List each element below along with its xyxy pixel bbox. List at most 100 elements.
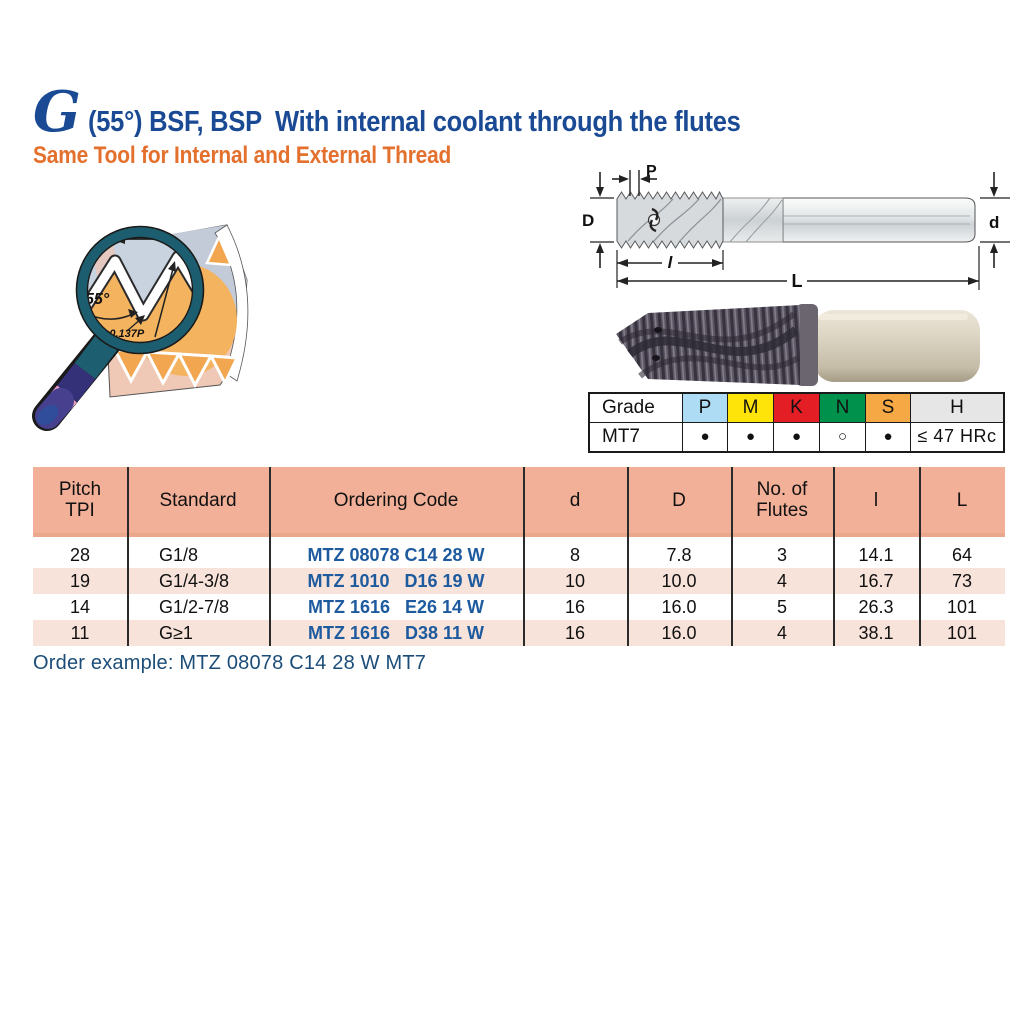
cell-ordering-code: MTZ 08078 C14 28 W (307, 544, 485, 565)
magnifier-handle-navy (56, 362, 96, 403)
cell-standard: G≥1 (159, 622, 193, 643)
tool-photo (616, 304, 980, 386)
cell-d: 8 (569, 544, 580, 565)
magnifier-ring-outer-edge (75, 225, 205, 355)
dim-label-shank-dia: d (989, 213, 999, 232)
grade-mark-p: ● (683, 422, 728, 451)
cell-flutes: 4 (776, 570, 787, 591)
spec-table-header: Pitch TPI Standard Ordering Code d D No.… (33, 467, 1005, 537)
drawing-flutes (722, 197, 784, 243)
dim-arrow (617, 259, 628, 267)
dim-arrow (968, 277, 979, 285)
dim-arrow (617, 277, 628, 285)
col-header-L: L (956, 489, 968, 511)
column-divider (127, 467, 129, 646)
cell-L: 101 (946, 596, 978, 617)
grade-mark-m: ● (728, 422, 774, 451)
grade-name: MT7 (590, 422, 683, 451)
dim-label-cut-length: l (668, 253, 674, 272)
dim-label-overall-length: L (792, 271, 803, 291)
coolant-hole-icon (649, 219, 657, 233)
magnifier-ring (77, 227, 203, 353)
cell-L: 73 (951, 570, 973, 591)
photo-flute (638, 355, 800, 379)
photo-flute (627, 326, 799, 358)
dim-arrow (596, 243, 604, 253)
dim-label-major-dia: D (582, 211, 594, 230)
column-divider (731, 467, 733, 646)
grade-table-header-h: H (911, 394, 1003, 423)
cell-D: 16.0 (661, 596, 697, 617)
cell-pitch: 28 (69, 544, 91, 565)
page-title: G (55°) BSF, BSP With internal coolant th… (33, 84, 829, 140)
cell-L: 64 (951, 544, 973, 565)
drawing-threads (616, 190, 724, 250)
grade-hardness-value: ≤ 47 HRc (917, 426, 997, 447)
column-divider (627, 467, 629, 646)
flute-line (745, 199, 783, 243)
cell-pitch: 14 (69, 596, 91, 617)
col-header-ordering-code: Ordering Code (333, 489, 459, 511)
photo-shank-highlight (818, 314, 968, 320)
page-title-text: (55°) BSF, BSP With internal coolant thr… (87, 106, 741, 138)
coolant-hole-icon (651, 207, 659, 221)
tool-dimension-drawing: P D d l L (582, 163, 1010, 291)
grade-table-header-p: P (683, 394, 728, 423)
photo-coolant-hole (652, 355, 660, 361)
column-divider (523, 467, 525, 646)
column-divider (919, 467, 921, 646)
cell-standard: G1/4-3/8 (159, 570, 230, 591)
flute-line (679, 198, 722, 242)
table-row: 28 G1/8 MTZ 08078 C14 28 W 8 7.8 3 14.1 … (33, 542, 1005, 568)
cell-L: 101 (946, 622, 978, 643)
col-header-standard: Standard (159, 489, 237, 511)
table-row: 11 G≥1 MTZ 1616 D38 11 W 16 16.0 4 38.1 … (33, 620, 1005, 646)
cell-pitch: 11 (70, 622, 90, 643)
column-divider (833, 467, 835, 646)
photo-shank (814, 310, 980, 382)
cell-flutes: 3 (776, 544, 787, 565)
cell-d: 16 (564, 622, 586, 643)
dim-arrow (990, 187, 998, 197)
cell-standard: G1/2-7/8 (159, 596, 230, 617)
photo-flute (618, 311, 796, 345)
cell-d: 10 (564, 570, 586, 591)
thread-tooth (205, 233, 233, 267)
flute-line (653, 198, 700, 242)
cell-ordering-code: MTZ 1616 D38 11 W (307, 622, 485, 643)
col-header-l: l (873, 489, 879, 511)
col-header-d: d (569, 489, 581, 511)
thread-tooth (208, 354, 240, 387)
cell-l: 38.1 (858, 622, 894, 643)
flute-line (729, 197, 771, 243)
cell-l: 26.3 (858, 596, 894, 617)
thread-tooth (144, 350, 182, 387)
grade-table-header-s: S (866, 394, 911, 423)
grade-table-header-n: N (820, 394, 866, 423)
dim-label-bg (662, 252, 678, 271)
magnifier-handle-tip (37, 405, 59, 425)
spec-table: Pitch TPI Standard Ordering Code d D No.… (33, 467, 1005, 646)
grade-table-header-k: K (774, 394, 820, 423)
cell-flutes: 4 (776, 622, 787, 643)
magnifier-ring-inner-edge (86, 236, 194, 344)
dim-arrow (596, 187, 604, 197)
spec-table-body: 28 G1/8 MTZ 08078 C14 28 W 8 7.8 3 14.1 … (33, 542, 1005, 646)
grade-mark-s: ● (866, 422, 911, 451)
dim-arrow (640, 175, 650, 183)
dim-arrow (619, 175, 629, 183)
order-example: Order example: MTZ 08078 C14 28 W MT7 (33, 652, 427, 674)
cell-D: 10.0 (661, 570, 697, 591)
dim-label-bg (787, 270, 807, 290)
cell-flutes: 5 (776, 596, 787, 617)
grade-table-header-grade: Grade (590, 394, 683, 423)
thread-profile-illustration: P 55° R=0.137P (32, 224, 249, 431)
magnifier-handle-teal (74, 334, 118, 379)
cell-D: 7.8 (666, 544, 692, 565)
dim-arrow (990, 243, 998, 253)
table-row: 14 G1/2-7/8 MTZ 1616 E26 14 W 16 16.0 5 … (33, 594, 1005, 620)
cell-ordering-code: MTZ 1616 E26 14 W (307, 596, 485, 617)
grade-table-header-m: M (728, 394, 774, 423)
page-subtitle: Same Tool for Internal and External Thre… (33, 142, 452, 169)
